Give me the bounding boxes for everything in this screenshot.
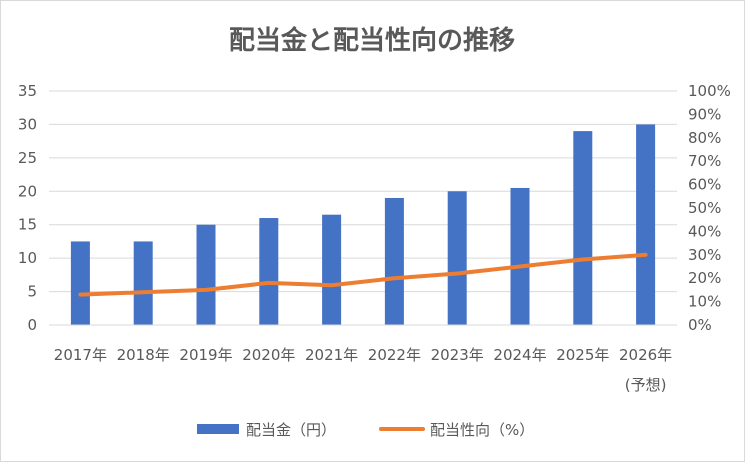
x-tick-label: 2018年: [117, 346, 170, 364]
left-y-tick-label: 30: [18, 115, 37, 133]
x-tick-label: 2019年: [179, 346, 232, 364]
right-y-tick-label: 20%: [688, 269, 721, 287]
legend-label-payout-ratio: 配当性向（%）: [430, 421, 534, 439]
x-tick-label: 2023年: [431, 346, 484, 364]
bar: [322, 214, 342, 325]
right-y-axis: 0% 10% 20% 30% 40% 50% 60% 70% 80% 90% 100%: [688, 82, 731, 334]
left-y-tick-label: 15: [18, 216, 37, 234]
right-y-tick-label: 60%: [688, 176, 721, 194]
bar: [447, 191, 467, 325]
left-y-tick-label: 5: [27, 283, 37, 301]
payout-ratio-line: [78, 252, 648, 297]
left-y-tick-label: 35: [18, 82, 37, 100]
bar-series: [70, 124, 656, 325]
x-tick-label: 2020年: [242, 346, 295, 364]
right-y-tick-label: 70%: [688, 152, 721, 170]
line-series: [78, 252, 648, 297]
left-y-axis: 0 5 10 15 20 25 30 35: [18, 82, 37, 334]
x-tick-label: 2026年: [619, 346, 672, 364]
right-y-tick-label: 0%: [688, 316, 712, 334]
right-y-tick-label: 10%: [688, 293, 721, 311]
left-y-tick-label: 20: [18, 182, 37, 200]
x-tick-label: 2024年: [493, 346, 546, 364]
bar: [133, 241, 153, 325]
legend-label-dividend: 配当金（円）: [246, 421, 336, 439]
bar: [259, 218, 279, 325]
right-y-tick-label: 90%: [688, 105, 721, 123]
right-y-tick-label: 100%: [688, 82, 731, 100]
right-y-tick-label: 40%: [688, 222, 721, 240]
bar: [573, 131, 593, 325]
x-tick-label: 2017年: [54, 346, 107, 364]
legend-swatch-dividend: [197, 424, 239, 434]
legend: 配当金（円） 配当性向（%）: [197, 421, 534, 439]
right-y-tick-label: 30%: [688, 246, 721, 264]
x-axis: 2017年 2018年 2019年 2020年 2021年 2022年 2023年 2024年…: [49, 324, 677, 394]
bar: [70, 241, 90, 325]
left-y-tick-label: 10: [18, 249, 37, 267]
bar: [636, 124, 656, 325]
right-y-tick-label: 80%: [688, 129, 721, 147]
bar: [510, 187, 530, 325]
chart-title: 配当金と配当性向の推移: [229, 25, 515, 56]
x-tick-label: 2025年: [556, 346, 609, 364]
x-tick-label: 2021年: [305, 346, 358, 364]
left-y-tick-label: 0: [27, 316, 37, 334]
right-y-tick-label: 50%: [688, 199, 721, 217]
left-y-tick-label: 25: [18, 149, 37, 167]
bar: [384, 197, 404, 325]
bar: [196, 224, 216, 325]
x-tick-label: 2022年: [368, 346, 421, 364]
x-tick-note: (予想): [625, 376, 667, 394]
